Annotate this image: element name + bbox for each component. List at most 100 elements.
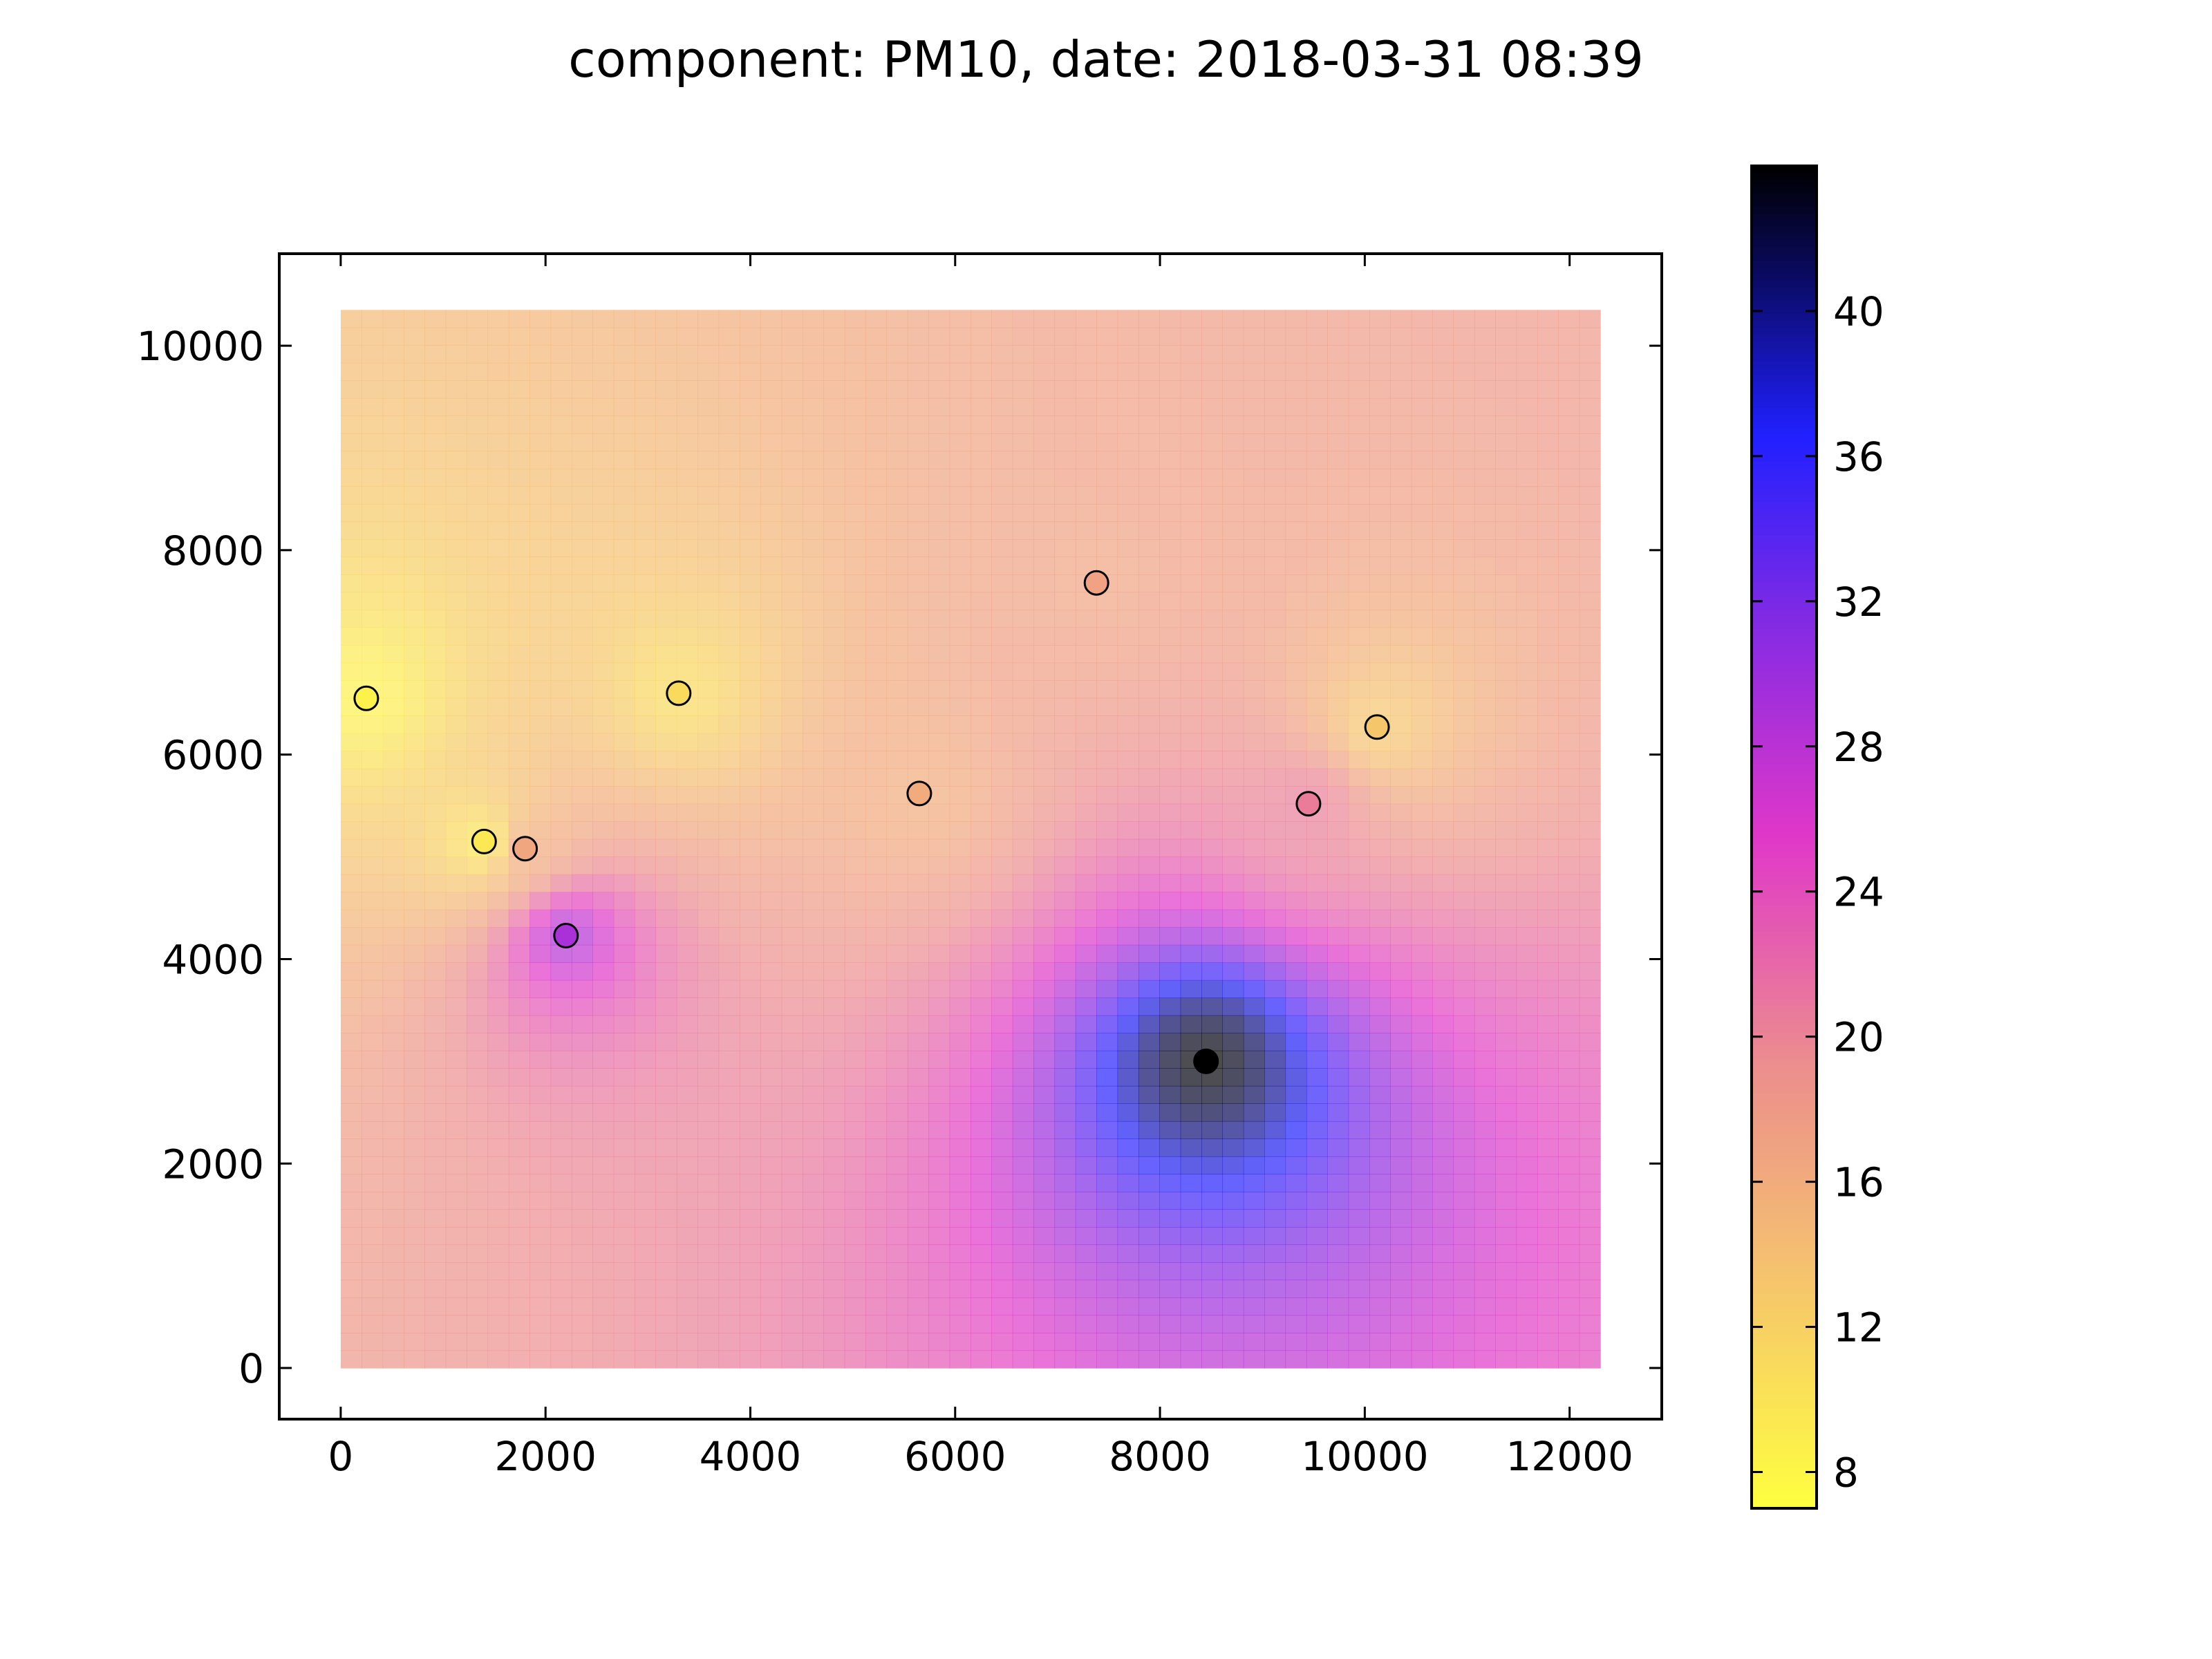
heatmap-cell (467, 380, 489, 399)
heatmap-cell (1474, 451, 1496, 469)
heatmap-cell (1306, 1033, 1328, 1051)
heatmap-cell (1432, 397, 1454, 417)
heatmap-cell (1369, 380, 1391, 399)
heatmap-cell (1369, 856, 1391, 875)
heatmap-cell (1201, 1138, 1224, 1157)
heatmap-cell (1495, 1156, 1517, 1175)
heatmap-cell (886, 380, 908, 399)
heatmap-cell (1537, 310, 1559, 328)
heatmap-cell (1222, 1068, 1244, 1087)
heatmap-cell (1180, 874, 1202, 892)
heatmap-cell (823, 1103, 845, 1122)
heatmap-cell (487, 997, 509, 1016)
heatmap-cell (404, 486, 425, 505)
heatmap-cell (613, 1244, 635, 1263)
heatmap-cell (1117, 345, 1139, 364)
heatmap-cell (508, 680, 530, 699)
heatmap-cell (1579, 838, 1601, 857)
heatmap-cell (613, 1138, 635, 1157)
heatmap-cell (1495, 715, 1517, 734)
heatmap-cell (844, 1244, 866, 1263)
heatmap-cell (487, 1191, 509, 1210)
heatmap-cell (529, 486, 552, 505)
heatmap-cell (508, 1121, 530, 1139)
heatmap-cell (404, 1015, 425, 1033)
heatmap-cell (907, 892, 929, 910)
heatmap-cell (676, 1262, 698, 1281)
heatmap-cell (1348, 1315, 1370, 1333)
heatmap-cell (1264, 592, 1286, 610)
heatmap-cell (340, 980, 362, 998)
heatmap-cell (1285, 768, 1307, 787)
heatmap-cell (404, 1103, 425, 1122)
heatmap-cell (1390, 1015, 1412, 1033)
heatmap-cell (467, 1103, 489, 1122)
heatmap-cell (991, 327, 1013, 346)
heatmap-cell (865, 433, 888, 452)
heatmap-cell (928, 715, 950, 734)
heatmap-cell (1054, 1015, 1076, 1033)
heatmap-cell (928, 1121, 950, 1139)
heatmap-cell (487, 874, 509, 892)
heatmap-cell (1537, 909, 1559, 928)
heatmap-cell (1138, 680, 1160, 699)
heatmap-cell (1516, 662, 1538, 681)
heatmap-cell (718, 362, 740, 381)
heatmap-cell (697, 1226, 720, 1246)
heatmap-cell (404, 944, 425, 963)
heatmap-cell (362, 1033, 384, 1051)
heatmap-cell (445, 362, 467, 381)
heatmap-cell (991, 838, 1013, 857)
heatmap-cell (781, 1068, 803, 1087)
heatmap-cell (991, 662, 1013, 681)
heatmap-cell (676, 486, 698, 505)
heatmap-cell (1537, 1103, 1559, 1122)
heatmap-cell (676, 838, 698, 857)
heatmap-cell (844, 539, 866, 558)
colorbar-segment (1752, 374, 1817, 382)
heatmap-cell (676, 733, 698, 751)
heatmap-cell (1516, 874, 1538, 892)
colorbar-segment (1752, 1045, 1817, 1053)
heatmap-cell (886, 521, 908, 540)
heatmap-cell (1180, 909, 1202, 928)
heatmap-cell (1348, 1280, 1370, 1298)
colorbar-segment (1752, 783, 1817, 791)
heatmap-cell (823, 997, 845, 1016)
heatmap-cell (1264, 610, 1286, 628)
heatmap-cell (739, 1297, 761, 1316)
heatmap-cell (697, 539, 720, 558)
heatmap-cell (676, 768, 698, 787)
heatmap-cell (445, 345, 467, 364)
heatmap-cell (1306, 1262, 1328, 1281)
heatmap-cell (1243, 962, 1265, 981)
heatmap-cell (739, 786, 761, 805)
heatmap-cell (1474, 1226, 1496, 1246)
heatmap-cell (1411, 697, 1433, 716)
heatmap-cell (655, 662, 677, 681)
heatmap-cell (781, 821, 803, 840)
heatmap-cell (760, 451, 782, 469)
heatmap-cell (529, 997, 552, 1016)
heatmap-cell (1054, 1280, 1076, 1298)
heatmap-cell (1201, 680, 1224, 699)
heatmap-cell (571, 362, 593, 381)
heatmap-cell (1348, 1103, 1370, 1122)
heatmap-cell (760, 768, 782, 787)
heatmap-cell (928, 574, 950, 593)
heatmap-cell (1243, 786, 1265, 805)
heatmap-cell (1117, 1244, 1139, 1263)
heatmap-cell (445, 1103, 467, 1122)
heatmap-cell (508, 1138, 530, 1157)
heatmap-cell (635, 345, 657, 364)
heatmap-cell (655, 715, 677, 734)
heatmap-cell (571, 1138, 593, 1157)
heatmap-cell (991, 1191, 1013, 1210)
heatmap-cell (1054, 733, 1076, 751)
heatmap-cell (1390, 1121, 1412, 1139)
heatmap-cell (949, 433, 971, 452)
heatmap-cell (1411, 1138, 1433, 1157)
heatmap-cell (971, 786, 992, 805)
heatmap-cell (1159, 892, 1181, 910)
heatmap-cell (676, 1033, 698, 1051)
